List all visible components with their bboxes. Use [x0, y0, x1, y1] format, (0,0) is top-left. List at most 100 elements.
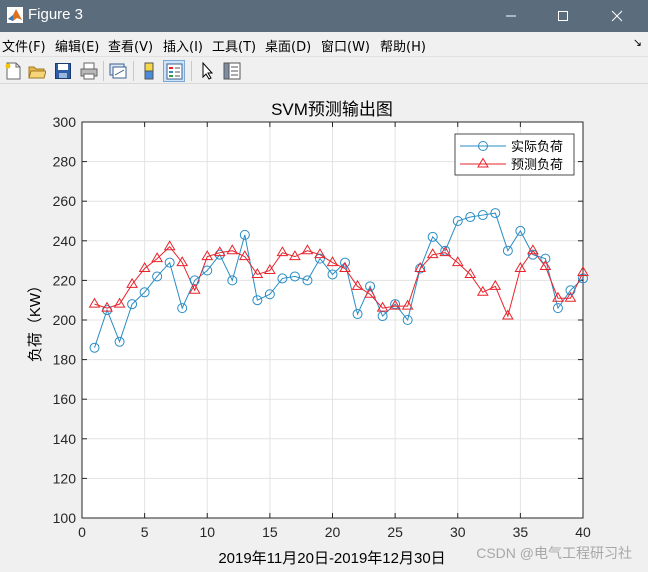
menu-window[interactable]: 窗口(W)	[321, 40, 370, 55]
menu-bar: 文件(F) 编辑(E) 查看(V) 插入(I) 工具(T) 桌面(D) 窗口(W…	[0, 32, 648, 56]
legend-box	[454, 133, 575, 176]
legend-label-predicted: 预测负荷	[511, 157, 563, 172]
data-point-predicted	[201, 250, 214, 261]
matlab-logo-icon	[7, 7, 23, 23]
dock-figure-icon[interactable]: ↘	[632, 36, 642, 49]
minimize-icon	[506, 15, 516, 17]
x-tick-label: 0	[78, 524, 86, 540]
print-button[interactable]	[78, 60, 100, 82]
y-tick-label: 120	[53, 470, 77, 486]
colorbar-icon	[144, 62, 154, 80]
link-plot-button[interactable]	[107, 60, 129, 82]
data-point-predicted	[364, 287, 376, 298]
data-point-predicted	[401, 299, 414, 310]
y-tick-label: 200	[53, 312, 77, 328]
x-tick-label: 20	[325, 524, 341, 540]
close-button[interactable]	[594, 0, 640, 32]
y-tick-label: 280	[53, 154, 77, 170]
data-point-predicted	[514, 262, 527, 273]
y-axis-label: 负荷（KW）	[27, 278, 44, 362]
data-point-predicted	[251, 267, 264, 278]
legend-marker-actual	[478, 141, 488, 151]
legend-icon	[166, 63, 183, 80]
data-point-predicted	[163, 240, 176, 251]
menu-insert[interactable]: 插入(I)	[163, 40, 203, 55]
data-point-actual	[289, 271, 300, 282]
data-point-actual	[365, 281, 376, 292]
data-point-actual	[427, 231, 438, 242]
save-button[interactable]	[52, 60, 74, 82]
data-point-predicted	[314, 248, 326, 259]
menu-view[interactable]: 查看(V)	[108, 40, 154, 55]
data-point-actual	[502, 245, 513, 256]
legend[interactable]: 实际负荷 预测负荷	[454, 133, 575, 176]
data-point-actual	[452, 216, 463, 226]
data-point-actual	[202, 265, 213, 276]
data-point-predicted	[351, 279, 364, 290]
menu-help[interactable]: 帮助(H)	[380, 40, 426, 55]
data-point-predicted	[489, 279, 502, 290]
data-point-predicted	[101, 301, 113, 312]
data-point-predicted	[326, 256, 339, 267]
data-point-actual	[227, 275, 238, 286]
data-point-predicted	[289, 250, 301, 261]
data-point-actual	[114, 336, 125, 347]
menu-tools[interactable]: 工具(T)	[212, 40, 257, 55]
x-tick-label: 25	[387, 524, 403, 540]
data-point-actual	[540, 253, 551, 264]
maximize-button[interactable]	[540, 0, 586, 32]
data-point-predicted	[276, 246, 289, 257]
data-point-predicted	[464, 267, 477, 278]
data-point-actual	[352, 309, 363, 320]
data-point-predicted	[113, 297, 126, 308]
data-point-predicted	[527, 244, 539, 255]
data-point-predicted	[138, 262, 151, 273]
minimize-button[interactable]	[488, 0, 534, 32]
watermark: CSDN @电气工程研习社	[476, 545, 632, 561]
data-point-predicted	[176, 256, 189, 267]
new-figure-icon	[5, 62, 21, 80]
edit-plot-button[interactable]	[196, 60, 218, 82]
chart-title: SVM预测输出图	[271, 100, 393, 119]
data-point-actual	[552, 303, 563, 314]
plot-lines	[94, 212, 584, 348]
open-file-button[interactable]	[26, 60, 48, 82]
x-tick-label: 35	[513, 524, 529, 540]
menu-desktop[interactable]: 桌面(D)	[265, 40, 312, 55]
legend-label-actual: 实际负荷	[511, 139, 563, 154]
data-point-predicted	[339, 262, 351, 273]
window-title: Figure 3	[28, 6, 84, 23]
data-point-actual	[465, 212, 476, 223]
toolbar-separator	[103, 61, 104, 81]
data-point-actual	[578, 273, 588, 284]
axes-box	[81, 121, 584, 519]
menu-edit[interactable]: 编辑(E)	[55, 40, 100, 55]
data-point-actual	[415, 263, 426, 274]
save-icon	[55, 63, 71, 79]
data-point-predicted	[238, 250, 251, 261]
data-point-actual	[127, 299, 138, 310]
plot-markers	[88, 208, 589, 353]
legend-button[interactable]	[163, 60, 185, 82]
y-tick-label: 300	[53, 114, 77, 130]
menu-file[interactable]: 文件(F)	[2, 40, 46, 55]
x-tick-label: 30	[450, 524, 466, 540]
y-tick-label: 260	[53, 193, 77, 209]
toolbar-separator	[133, 61, 134, 81]
chart[interactable]: 0 5 10 15 20 25 30 35 40 100 120 140 160 180 200 220 240…	[0, 85, 648, 572]
data-point-actual	[327, 269, 338, 280]
y-tick-label: 220	[53, 272, 77, 288]
property-inspector-icon	[223, 62, 241, 80]
data-point-actual	[527, 249, 538, 260]
new-figure-button[interactable]	[2, 60, 24, 82]
data-point-actual	[515, 225, 526, 236]
y-tick-label: 240	[53, 233, 77, 249]
pointer-icon	[202, 62, 214, 80]
property-inspector-button[interactable]	[221, 60, 243, 82]
data-point-actual	[314, 253, 325, 264]
data-point-predicted	[476, 285, 489, 296]
y-tick-label: 180	[53, 352, 77, 368]
colorbar-button[interactable]	[138, 60, 160, 82]
toolbar-separator	[191, 61, 192, 81]
data-point-actual	[277, 273, 288, 284]
